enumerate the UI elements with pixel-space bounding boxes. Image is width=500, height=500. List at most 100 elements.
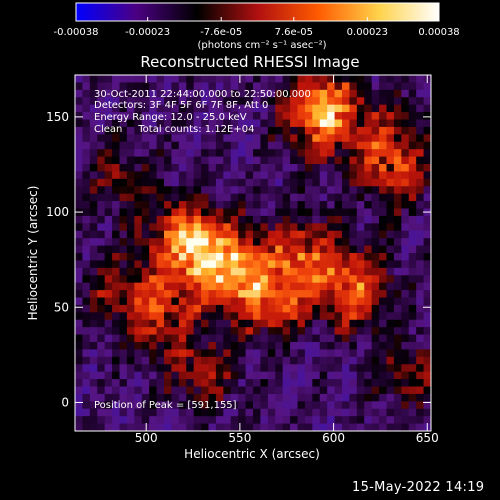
heatmap-cell [260, 171, 269, 180]
heatmap-cell [408, 386, 417, 395]
heatmap-cell [193, 82, 202, 91]
heatmap-cell [149, 423, 157, 431]
heatmap-cell [290, 260, 298, 269]
heatmap-cell [126, 253, 135, 261]
heatmap-cell [253, 253, 261, 261]
heatmap-cell [230, 423, 239, 431]
heatmap-cell [149, 126, 157, 135]
heatmap-cell [371, 186, 380, 195]
heatmap-cell [327, 112, 335, 120]
heatmap-cell [156, 97, 165, 106]
heatmap-cell [356, 171, 365, 180]
heatmap-cell [156, 401, 165, 410]
heatmap-cell [156, 304, 165, 313]
heatmap-cell [312, 186, 321, 195]
heatmap-cell [356, 401, 365, 410]
heatmap-cell [371, 401, 380, 410]
heatmap-cell [141, 253, 150, 261]
heatmap-cell [408, 253, 417, 261]
heatmap-cell [97, 208, 106, 217]
heatmap-cell [386, 371, 395, 380]
heatmap-cell [349, 282, 358, 291]
heatmap-cell [371, 371, 380, 380]
heatmap-cell [238, 275, 246, 284]
heatmap-cell [230, 312, 239, 321]
heatmap-cell [82, 119, 91, 128]
heatmap-cell [238, 193, 246, 202]
heatmap-cell [149, 379, 157, 387]
heatmap-cell [356, 193, 365, 202]
heatmap-cell [304, 267, 313, 276]
heatmap-cell [386, 356, 395, 365]
heatmap-cell [304, 349, 313, 358]
heatmap-cell [164, 97, 172, 106]
heatmap-cell [112, 349, 120, 358]
heatmap-cell [245, 290, 254, 298]
heatmap-cell [97, 304, 106, 313]
heatmap-cell [386, 238, 395, 246]
heatmap-cell [245, 97, 254, 106]
heatmap-cell [245, 119, 254, 128]
heatmap-cell [260, 149, 269, 157]
heatmap-cell [201, 297, 209, 306]
heatmap-cell [416, 178, 424, 187]
heatmap-cell [230, 275, 239, 284]
heatmap-cell [327, 349, 335, 358]
heatmap-cell [97, 379, 106, 387]
heatmap-cell [215, 230, 224, 239]
heatmap-cell [319, 379, 328, 387]
heatmap-cell [401, 186, 410, 195]
heatmap-cell [408, 312, 417, 321]
heatmap-cell [89, 349, 98, 358]
heatmap-cell [282, 297, 291, 306]
heatmap-cell [215, 319, 224, 328]
heatmap-cell [304, 416, 313, 424]
heatmap-cell [393, 156, 402, 165]
heatmap-cell [327, 401, 335, 410]
heatmap-cell [82, 141, 91, 150]
heatmap-cell [401, 238, 410, 246]
heatmap-cell [290, 282, 298, 291]
heatmap-cell [312, 297, 321, 306]
heatmap-cell [171, 342, 180, 350]
heatmap-cell [260, 342, 269, 350]
heatmap-cell [401, 89, 410, 98]
heatmap-cell [119, 75, 128, 83]
heatmap-cell [141, 423, 150, 431]
heatmap-cell [356, 238, 365, 246]
heatmap-cell [193, 164, 202, 172]
heatmap-cell [349, 134, 358, 143]
heatmap-cell [171, 282, 180, 291]
heatmap-cell [119, 186, 128, 195]
heatmap-cell [178, 416, 187, 424]
heatmap-cell [208, 371, 217, 380]
heatmap-cell [223, 238, 232, 246]
heatmap-cell [334, 349, 343, 358]
heatmap-cell [356, 371, 365, 380]
heatmap-cell [178, 164, 187, 172]
heatmap-cell [134, 371, 143, 380]
x-axis-label: Heliocentric X (arcsec) [184, 447, 320, 461]
heatmap-cell [304, 290, 313, 298]
heatmap-cell [193, 393, 202, 402]
heatmap-cell [364, 297, 373, 306]
heatmap-cell [319, 186, 328, 195]
heatmap-cell [386, 304, 395, 313]
heatmap-cell [253, 408, 261, 417]
heatmap-cell [82, 356, 91, 365]
heatmap-cell [275, 275, 284, 284]
heatmap-cell [178, 75, 187, 83]
heatmap-cell [164, 141, 172, 150]
heatmap-cell [253, 104, 261, 113]
heatmap-cell [215, 149, 224, 157]
heatmap-cell [379, 126, 387, 135]
heatmap-cell [126, 260, 135, 269]
heatmap-cell [327, 334, 335, 343]
heatmap-cell [245, 126, 254, 135]
heatmap-cell [171, 97, 180, 106]
heatmap-cell [89, 97, 98, 106]
heatmap-cell [126, 371, 135, 380]
heatmap-cell [342, 238, 350, 246]
heatmap-cell [275, 364, 284, 373]
heatmap-cell [386, 112, 395, 120]
